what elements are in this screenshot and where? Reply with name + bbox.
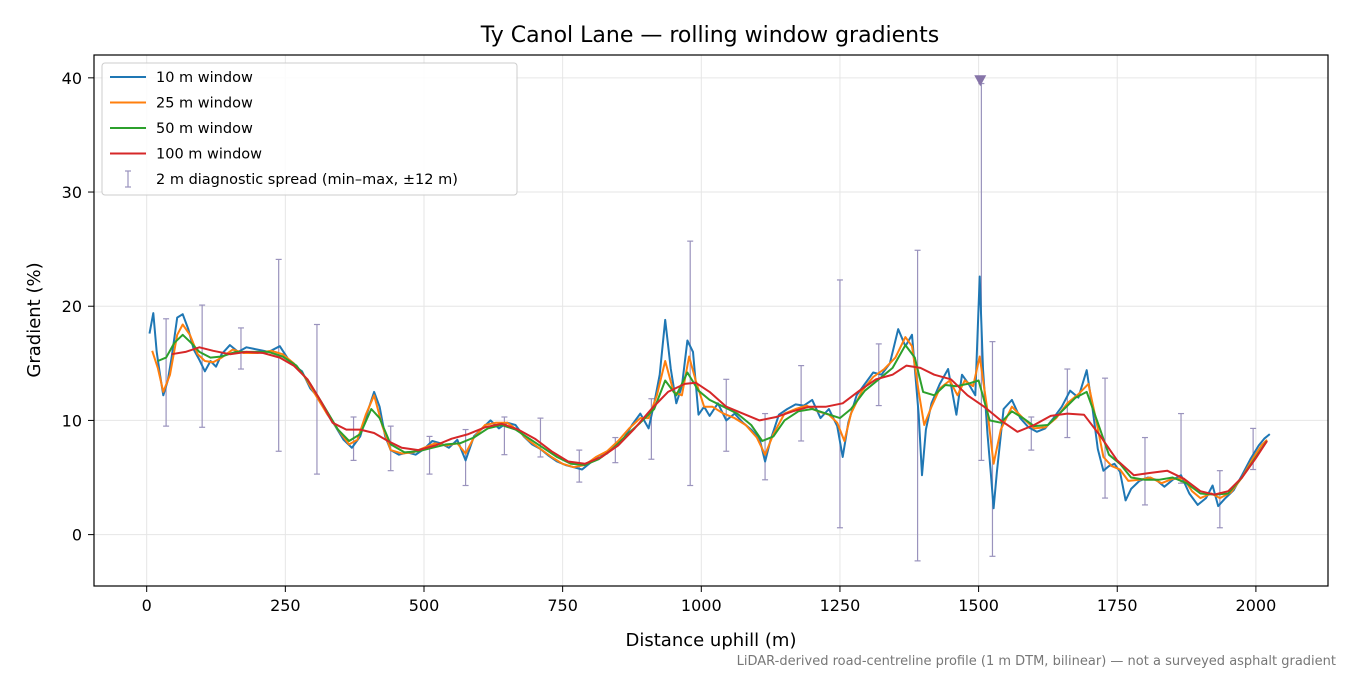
series-line (151, 323, 1268, 500)
legend-label: 25 m window (156, 96, 253, 112)
x-tick-label: 0 (142, 596, 152, 615)
legend-label: 100 m window (156, 147, 262, 163)
series-lines (148, 275, 1271, 510)
spread-bar (537, 417, 544, 458)
spread-bar (163, 318, 170, 427)
series-line (171, 346, 1268, 496)
spread-bar (1102, 377, 1109, 499)
spread-bar (762, 412, 769, 481)
x-tick-label: 1250 (820, 596, 861, 615)
x-axis-label: Distance uphill (m) (626, 630, 797, 651)
x-tick-label: 1500 (958, 596, 999, 615)
x-tick-label: 1750 (1097, 596, 1138, 615)
x-tick-label: 500 (409, 596, 440, 615)
axes: 0 250 500 750 1000 1250 1500 1750 2000 0 10 20 30 40 (62, 69, 1277, 615)
x-tick-label: 250 (270, 596, 301, 615)
spread-bar (237, 327, 244, 370)
legend-label: 10 m window (156, 70, 253, 86)
legend-label: 2 m diagnostic spread (min–max, ±12 m) (156, 172, 458, 188)
y-tick-label: 40 (62, 69, 82, 88)
x-tick-label: 1000 (681, 596, 722, 615)
peak-marker-triangle (974, 75, 987, 87)
legend: 10 m window 25 m window 50 m window 100 m w… (101, 62, 518, 196)
spread-bar (798, 365, 805, 442)
footnote: LiDAR-derived road-centreline profile (1… (737, 654, 1336, 669)
y-tick-label: 0 (72, 526, 82, 545)
plot-frame (93, 54, 1329, 587)
y-tick-label: 10 (62, 411, 82, 430)
y-tick-label: 20 (62, 297, 82, 316)
spread-bar (1178, 412, 1185, 484)
x-tick-label: 2000 (1236, 596, 1277, 615)
x-tick-label: 750 (547, 596, 578, 615)
series-line (157, 333, 1268, 496)
peak-marker (974, 75, 987, 87)
legend-spread-swatch (125, 170, 131, 188)
spread-bar (1216, 470, 1223, 529)
spread-bar (1141, 436, 1148, 506)
y-axis-label: Gradient (%) (24, 262, 45, 377)
legend-box (101, 62, 518, 196)
chart-title: Ty Canol Lane — rolling window gradients (480, 23, 939, 48)
spread-bar (612, 436, 619, 464)
spread-bar (1028, 416, 1035, 451)
spread-bar (313, 323, 320, 475)
legend-label: 50 m window (156, 121, 253, 137)
y-tick-label: 30 (62, 183, 82, 202)
